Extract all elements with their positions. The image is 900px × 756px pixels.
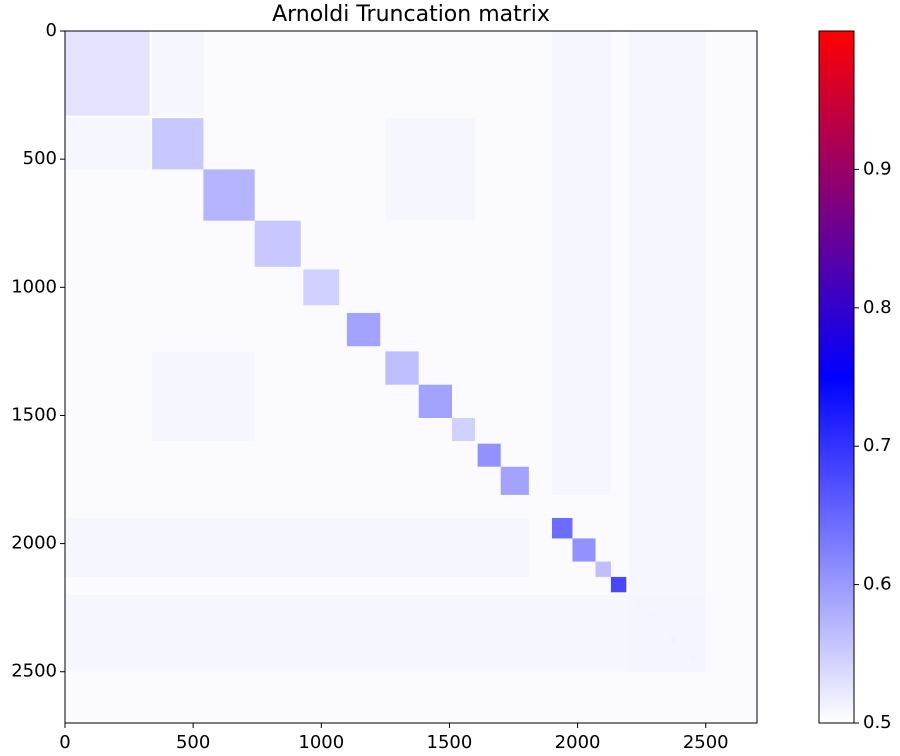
heatmap-block [65,118,150,170]
x-tick-label: 1000 [298,732,344,753]
colorbar [818,30,855,724]
heatmap-block [572,538,596,562]
heatmap-block [477,443,501,467]
plot-frame [64,30,758,724]
colorbar-tick-label: 0.7 [863,435,892,456]
heatmap-block [203,169,255,221]
heatmap-block [303,269,340,306]
heatmap-block [452,418,476,442]
y-tick-label: 0 [46,20,57,41]
y-tick-label: 2000 [11,533,57,554]
heatmap-block [65,517,529,577]
colorbar-tick-label: 0.9 [863,158,892,179]
heatmap-block [595,561,611,577]
heatmap-block [551,31,611,495]
x-tick-label: 2500 [683,732,729,753]
x-tick-label: 500 [176,732,210,753]
x-tick-label: 0 [59,732,70,753]
heatmap-block [385,351,419,385]
x-tick-label: 1500 [427,732,473,753]
heatmap-block [610,576,627,593]
colorbar-tick-label: 0.5 [863,712,892,733]
heatmap-block [254,220,301,267]
y-tick-label: 1000 [11,276,57,297]
heatmap-block [385,118,476,221]
heatmap-block [65,594,706,672]
chart-title: Arnoldi Truncation matrix [272,2,550,27]
colorbar-tick-label: 0.6 [863,574,892,595]
heatmap-block [65,31,150,116]
heatmap-block [418,384,453,419]
x-tick-label: 2000 [555,732,601,753]
heatmap-block [500,466,529,495]
heatmap-block [628,31,706,672]
y-tick-label: 1500 [11,404,57,425]
heatmap-block [152,31,204,116]
heatmap-block [152,118,204,170]
colorbar-tick-label: 0.8 [863,297,892,318]
y-tick-label: 500 [23,148,57,169]
heatmap-block [551,517,573,539]
y-tick-label: 2500 [11,661,57,682]
heatmap-block [346,312,381,347]
heatmap-block [152,351,255,442]
